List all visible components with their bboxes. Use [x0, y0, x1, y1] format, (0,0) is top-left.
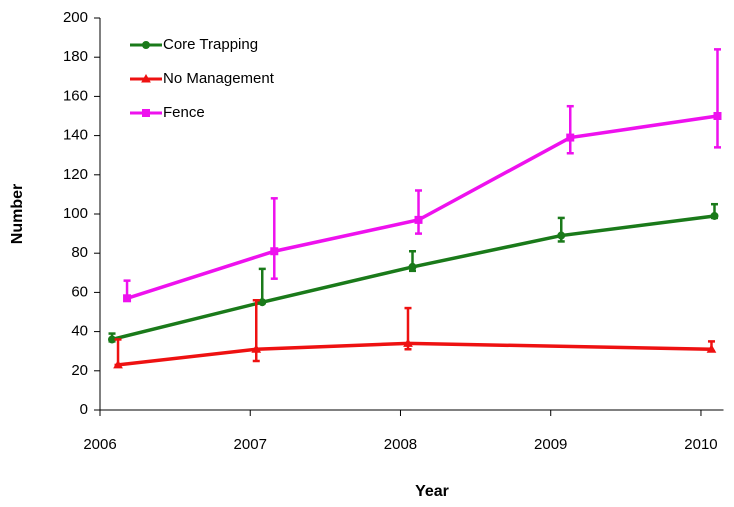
legend-marker [142, 41, 150, 49]
series-line [117, 341, 712, 367]
series-line [126, 114, 718, 300]
point [414, 215, 423, 224]
point [108, 335, 117, 344]
x-axis-title: Year [415, 483, 449, 500]
series-line [111, 214, 715, 342]
x-tick-label: 2010 [684, 436, 717, 453]
x-tick-label: 2008 [384, 436, 417, 453]
point [270, 247, 279, 256]
y-tick-label: 160 [63, 87, 88, 104]
point [557, 231, 566, 240]
legend-label: Core Trapping [163, 36, 258, 53]
point [251, 344, 262, 353]
y-tick-label: 200 [63, 9, 88, 26]
legend-label: No Management [163, 70, 275, 87]
legend-label: Fence [163, 104, 205, 121]
point [123, 294, 132, 303]
point [706, 344, 717, 353]
y-tick-label: 100 [63, 205, 88, 222]
y-tick-label: 20 [71, 362, 88, 379]
legend-marker [141, 73, 151, 83]
y-tick-label: 140 [63, 127, 88, 144]
y-axis-title: Number [9, 184, 26, 244]
point [403, 338, 413, 347]
x-tick-label: 2006 [83, 436, 116, 453]
y-tick-label: 60 [71, 283, 88, 300]
y-tick-label: 40 [71, 323, 88, 340]
x-tick-label: 2009 [534, 436, 567, 453]
y-tick-label: 120 [63, 166, 88, 183]
point [713, 112, 722, 120]
y-tick-label: 0 [80, 401, 88, 418]
y-tick-label: 180 [63, 48, 88, 65]
point [258, 298, 267, 307]
point [566, 133, 575, 142]
legend-marker [142, 109, 150, 117]
point [408, 262, 417, 271]
y-tick-label: 80 [71, 244, 88, 261]
x-tick-label: 2007 [234, 436, 267, 453]
point [710, 211, 719, 220]
point [113, 359, 123, 369]
